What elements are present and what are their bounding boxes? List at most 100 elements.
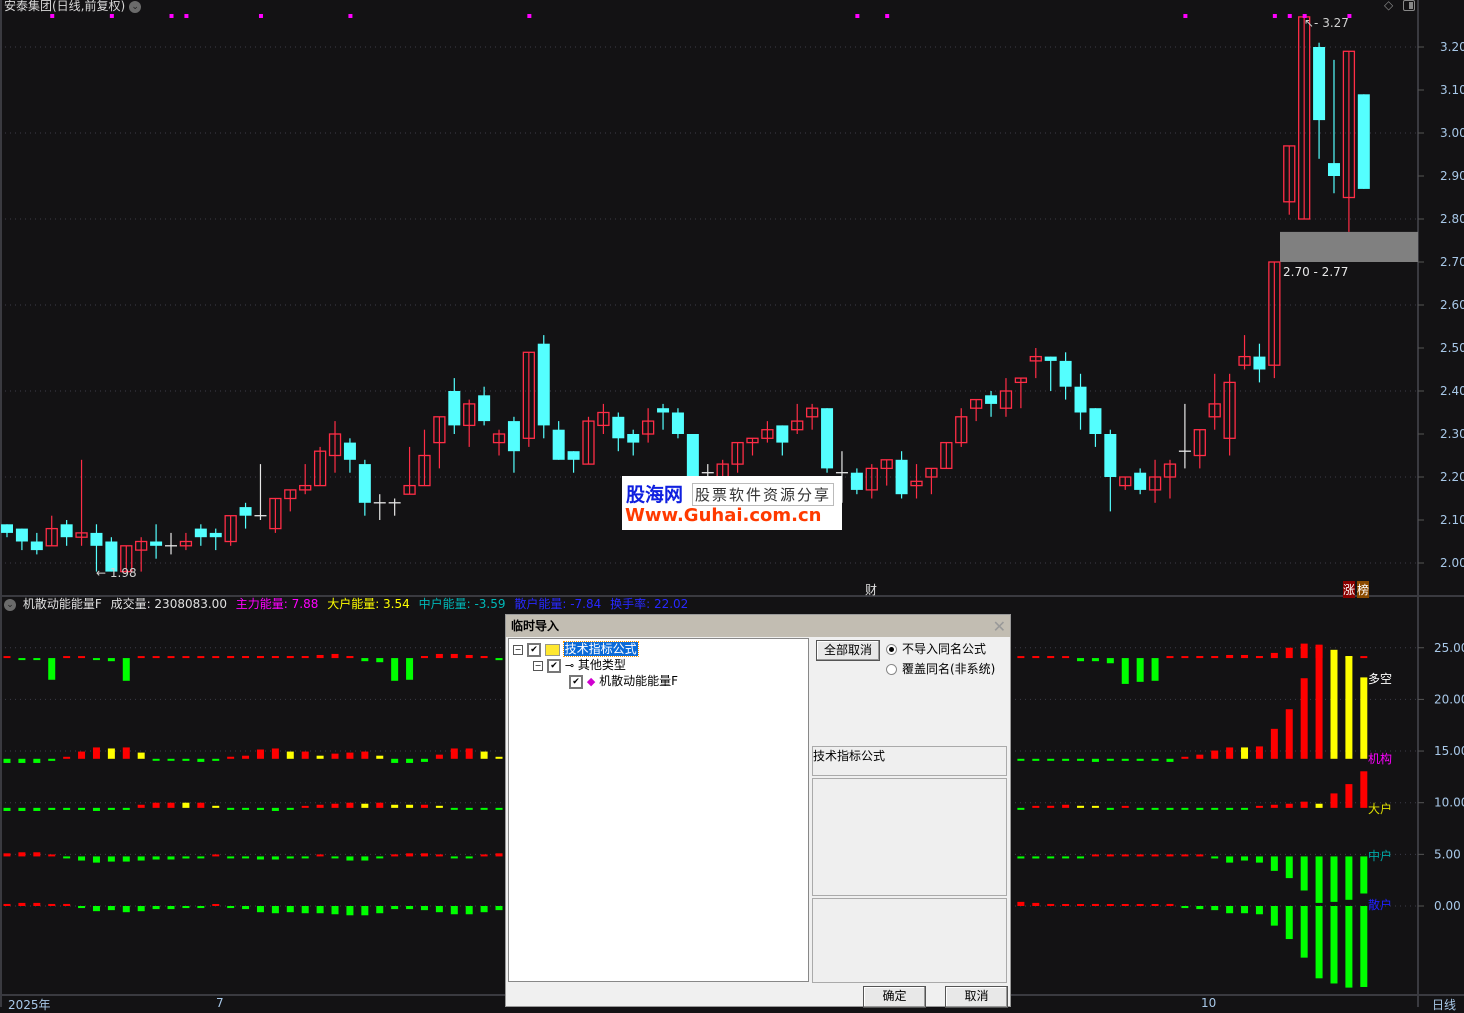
energy-bar-jigou [18,758,26,763]
candle-body-down [478,395,491,422]
radio-unselected-icon[interactable] [886,664,897,675]
energy-bar-duokong [1241,654,1249,659]
candle-body-up [999,390,1013,409]
time-label-october: 10 [1201,996,1217,1010]
finance-marker[interactable]: 财 [865,583,878,597]
energy-bar-zhonghu [1345,856,1353,900]
chevron-down-icon[interactable]: ⌄ [129,0,142,13]
candle-body-up [1268,261,1281,366]
energy-bar-jigou [92,747,100,759]
indicator-name: 机散动能能量F [22,597,102,611]
energy-bar-dahu [1226,807,1234,810]
radio-overwrite-same-name[interactable]: 覆盖同名(非系统) [886,660,995,677]
energy-bar-duokong [420,656,428,659]
energy-bar-jigou [1285,709,1293,759]
limit-up-marker[interactable]: 涨 [1343,581,1356,598]
checkbox-checked-icon[interactable]: ✔ [569,674,583,689]
watermark: 股海网 股票软件资源分享 Www.Guhai.com.cn [622,476,842,530]
info-box: 技术指标公式 [812,746,1007,776]
energy-bar-zhonghu [435,854,443,857]
candle-body-up [403,484,416,495]
event-marker [885,14,890,18]
energy-bar-duokong [242,656,250,659]
watermark-url: Www.Guhai.com.cn [625,505,822,526]
candle-body-up [761,429,774,439]
close-icon[interactable]: ✕ [992,617,1006,636]
candle-body-down [105,541,118,572]
energy-bar-duokong [480,656,488,659]
energy-bar-jigou [1166,758,1174,762]
energy-bar-jigou [227,756,235,759]
energy-bar-dahu [152,802,160,808]
energy-bar-sanhu [271,906,279,914]
energy-bar-jigou [63,756,71,759]
formula-gem-icon: ◆ [586,675,596,688]
energy-bar-duokong [1047,656,1055,659]
candle-body-down [537,343,550,426]
candle-body-down [1357,94,1370,189]
indicator-tick-label: 0.00 [1434,899,1461,913]
mid-energy: 中户能量: -3.59 [418,597,506,611]
energy-bar-jigou [1062,758,1070,761]
candle-body-down [1044,356,1057,361]
energy-bar-zhonghu [480,854,488,857]
energy-bar-zhonghu [212,854,220,857]
energy-bar-duokong [197,656,205,659]
energy-bar-sanhu [316,906,324,914]
energy-bar-jigou [242,755,250,759]
price-tick-label: 2.00 [1440,556,1464,570]
price-gap-zone [1280,231,1418,262]
collapse-icon[interactable]: − [513,644,523,655]
energy-bar-duokong [376,658,384,663]
big-energy: 大户能量: 3.54 [327,597,410,611]
candle-body-down [1,524,13,533]
diamond-icon[interactable]: ◇ [1384,0,1394,12]
tree-item-formula[interactable]: ✔ ◆ 机散动能能量F [569,673,678,689]
energy-bar-sanhu [1226,906,1234,914]
tree-item-other-type[interactable]: − ✔ ⊸ 其他类型 [533,657,626,673]
energy-bar-sanhu [1091,903,1099,906]
detail-box [812,898,1007,983]
candle-body-up [910,480,923,487]
tree-item-tech-formula[interactable]: − ✔ 技术指标公式 [513,641,639,657]
dialog-title-bar[interactable]: 临时导入 ✕ [506,615,1010,637]
price-tick-label: 2.70 [1440,255,1464,269]
candle-body-down [30,541,43,551]
board-list-marker[interactable]: 榜 [1357,581,1370,598]
main-energy: 主力能量: 7.88 [235,597,319,611]
radio-skip-same-name[interactable]: 不导入同名公式 [886,640,986,657]
energy-bar-sanhu [1211,906,1219,911]
energy-bar-jigou [271,748,279,759]
energy-bar-jigou [122,747,130,759]
chevron-down-icon[interactable]: ⌄ [4,598,16,611]
energy-bar-dahu [33,807,41,811]
retail-energy: 散户能量: -7.84 [514,597,602,611]
energy-bar-zhonghu [331,856,339,859]
checkbox-checked-icon[interactable]: ✔ [547,658,561,673]
candle-body-down [1313,47,1326,121]
radio-selected-icon[interactable] [886,644,897,655]
energy-bar-sanhu [1106,904,1114,906]
period-label[interactable]: 日线 [1432,998,1457,1012]
panel-toggle-icon[interactable] [1403,0,1415,11]
candle-body-up [1193,429,1206,457]
indicator-tick-label: 15.00 [1434,744,1464,758]
dialog-title: 临时导入 [511,619,560,633]
radio-label: 覆盖同名(非系统) [902,662,996,676]
candle-body-up [746,437,759,444]
energy-bar-zhonghu [1270,856,1278,871]
candle-body-up [269,497,282,530]
cancel-button[interactable]: 取消 [945,986,1008,1008]
energy-bar-jigou [78,751,86,759]
formula-tree[interactable]: − ✔ 技术指标公式 − ✔ ⊸ 其他类型 ✔ ◆ 机散动能能量F [508,638,809,982]
checkbox-checked-icon[interactable]: ✔ [527,642,541,657]
cancel-all-button[interactable]: 全部取消 [816,640,880,661]
energy-bar-sanhu [286,906,294,913]
energy-bar-zhonghu [346,856,354,861]
collapse-icon[interactable]: − [533,660,543,671]
energy-bar-jigou [1136,758,1144,761]
ok-button[interactable]: 确定 [863,986,926,1008]
energy-bar-zhonghu [1285,856,1293,879]
candle-body-up [582,420,595,465]
